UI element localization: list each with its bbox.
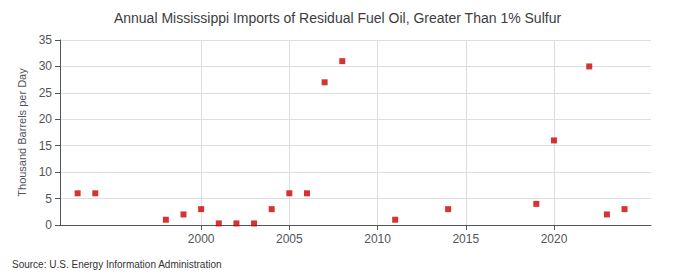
svg-text:25: 25 [39, 86, 53, 100]
svg-text:2015: 2015 [452, 232, 479, 246]
svg-text:35: 35 [39, 33, 53, 47]
svg-text:0: 0 [45, 218, 52, 232]
svg-text:2005: 2005 [276, 232, 303, 246]
svg-text:20: 20 [39, 112, 53, 126]
svg-text:5: 5 [45, 192, 52, 206]
svg-text:Annual Mississippi Imports of: Annual Mississippi Imports of Residual F… [114, 10, 561, 26]
svg-text:2020: 2020 [541, 232, 568, 246]
svg-text:Thousand Barrels per Day: Thousand Barrels per Day [16, 68, 28, 197]
svg-text:2010: 2010 [364, 232, 391, 246]
svg-text:15: 15 [39, 139, 53, 153]
svg-text:Source: U.S. Energy Informatio: Source: U.S. Energy Information Administ… [12, 259, 222, 270]
svg-text:30: 30 [39, 59, 53, 73]
svg-text:2000: 2000 [188, 232, 215, 246]
svg-text:10: 10 [39, 165, 53, 179]
